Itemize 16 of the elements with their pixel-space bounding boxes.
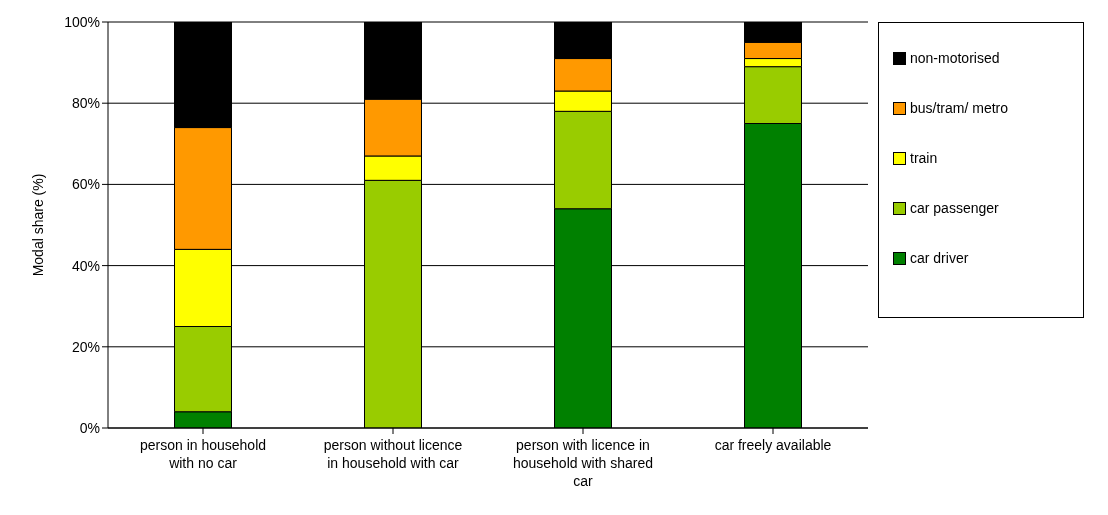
legend-label: non-motorised [910,50,1000,66]
x-tick-label: car freely available [714,437,832,453]
y-tick-label: 100% [64,13,100,30]
legend-label: bus/tram/ metro [910,100,1009,116]
legend-label: car passenger [910,200,999,216]
y-tick-label: 40% [71,257,100,274]
x-tick-label: person with licence in household with shared car [512,437,654,489]
y-axis-title: Modal share (%) [29,173,46,277]
y-tick-label: 20% [71,338,100,355]
x-tick-label: person without licence in household with car [323,437,463,471]
y-tick-label: 60% [71,176,100,193]
y-tick-label: 80% [71,95,100,112]
legend-label: train [910,150,938,166]
x-tick-label: person in household with no car [139,437,267,471]
legend-label: car driver [910,250,969,266]
y-tick-label: 0% [79,419,100,436]
